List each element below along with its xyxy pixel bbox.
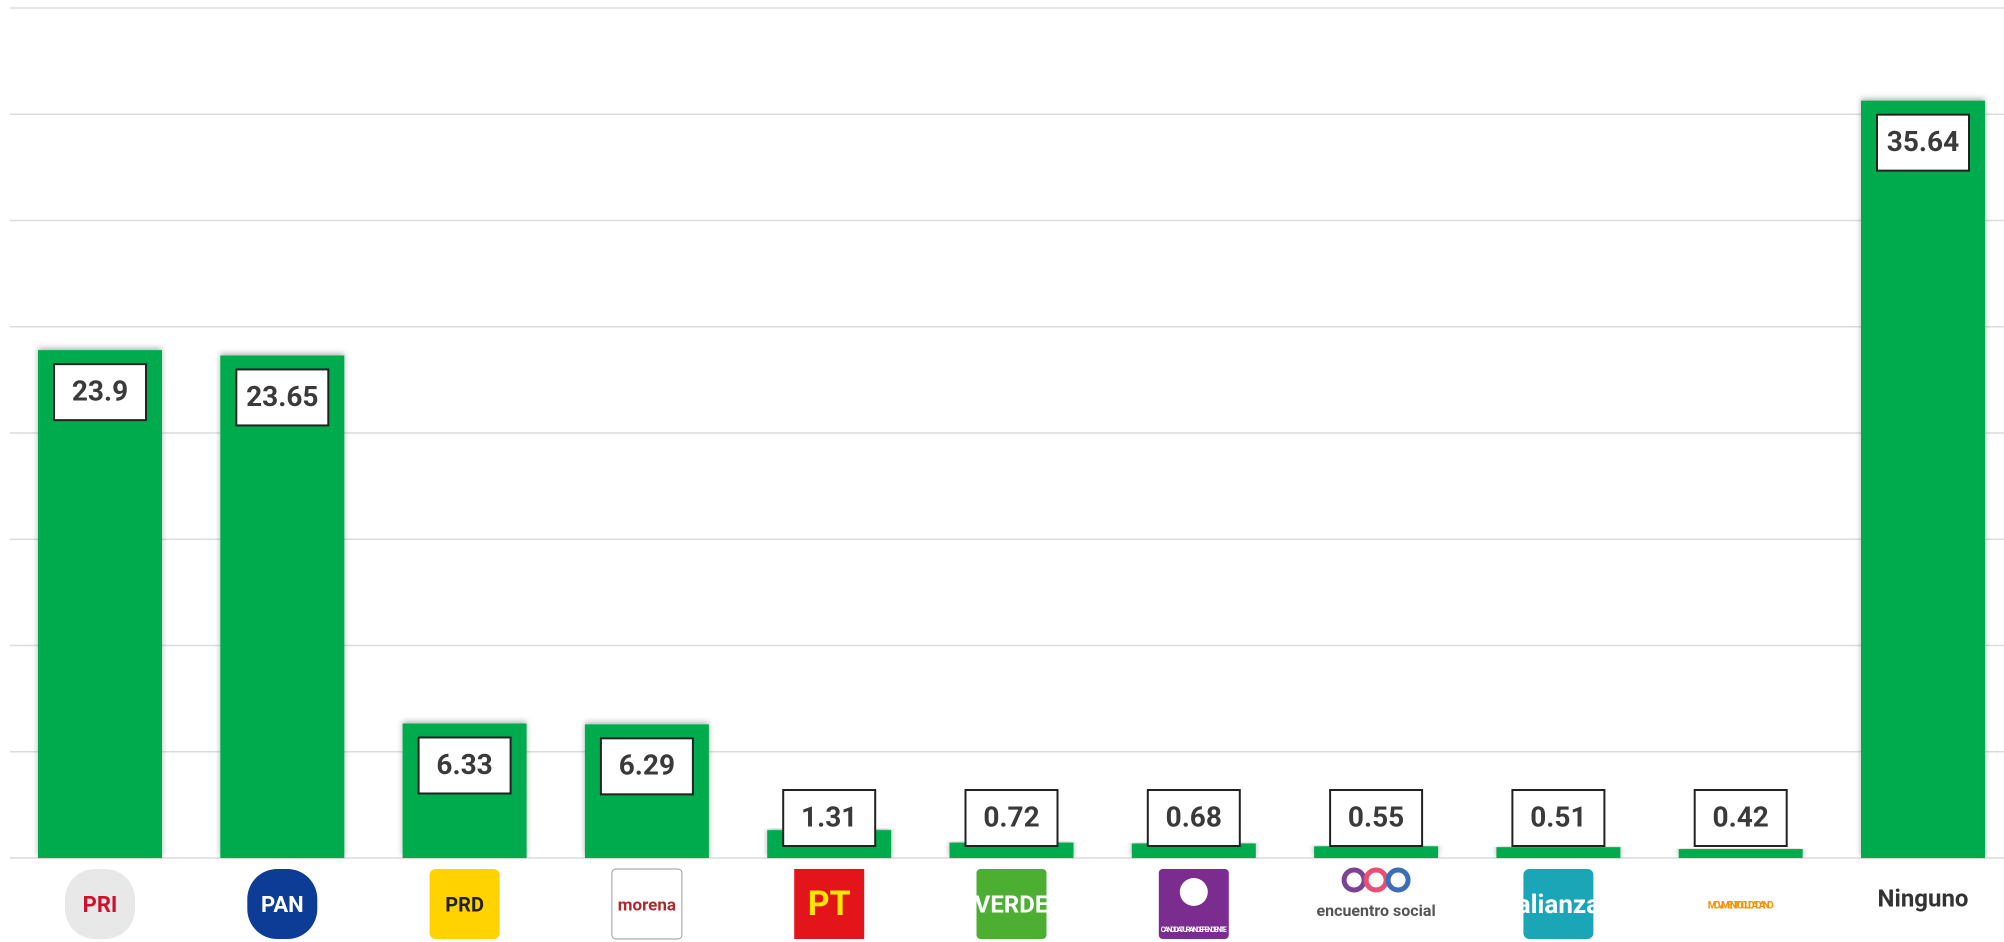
logo-dot	[1363, 867, 1389, 893]
value-label: 0.72	[983, 800, 1039, 833]
value-label: 23.9	[72, 375, 128, 408]
x-tick-label: VERDE	[975, 890, 1049, 918]
party-logo	[247, 869, 318, 939]
value-label: 35.64	[1887, 125, 1959, 158]
value-label-box	[235, 368, 330, 427]
value-label: 0.51	[1530, 800, 1586, 833]
value-label-box	[1146, 789, 1241, 847]
party-logo	[794, 869, 865, 939]
value-label-box	[964, 789, 1059, 847]
bar	[1861, 100, 1985, 858]
value-label: 0.42	[1713, 800, 1769, 833]
logo-figure	[1179, 878, 1208, 906]
logo-dot	[1341, 867, 1367, 893]
value-label: 0.68	[1166, 800, 1222, 833]
x-tick-label: PRI	[83, 893, 118, 918]
value-label: 6.33	[436, 748, 492, 781]
value-label: 0.55	[1348, 800, 1404, 833]
bar	[38, 350, 162, 858]
value-label-box	[1511, 789, 1606, 847]
x-tick-label: MOVIMIENTO CIUDADANO	[1708, 901, 1774, 912]
value-label: 6.29	[619, 749, 675, 782]
value-label-box	[599, 737, 694, 796]
party-logo	[1523, 869, 1594, 939]
party-logo	[611, 868, 683, 940]
bar	[1131, 843, 1256, 858]
x-tick-label: alianza	[1517, 890, 1600, 920]
bar	[220, 355, 345, 858]
x-tick-label: Ninguno	[1878, 884, 1969, 912]
value-label-box	[1876, 113, 1970, 172]
bar	[1496, 847, 1621, 858]
value-label-box	[53, 363, 147, 422]
value-label: 1.31	[801, 800, 857, 833]
party-logo	[65, 869, 135, 939]
value-label: 23.65	[246, 380, 318, 413]
value-label-box	[782, 789, 877, 847]
bar	[1314, 846, 1439, 858]
value-label-box	[1329, 789, 1424, 847]
value-label-box	[417, 736, 512, 795]
x-tick-label: PAN	[261, 893, 304, 918]
x-tick-label: encuentro social	[1317, 901, 1436, 920]
logo-dot	[1385, 867, 1411, 893]
party-logo	[976, 869, 1047, 939]
value-label-box	[1693, 789, 1788, 847]
x-tick-label: PRD	[445, 892, 484, 916]
x-tick-label: CANDIDATURA INDEPENDIENTE	[1161, 926, 1227, 934]
bar	[1678, 849, 1803, 858]
x-tick-label: morena	[618, 895, 676, 915]
x-tick-label: PT	[808, 884, 851, 924]
party-logo	[429, 869, 500, 939]
